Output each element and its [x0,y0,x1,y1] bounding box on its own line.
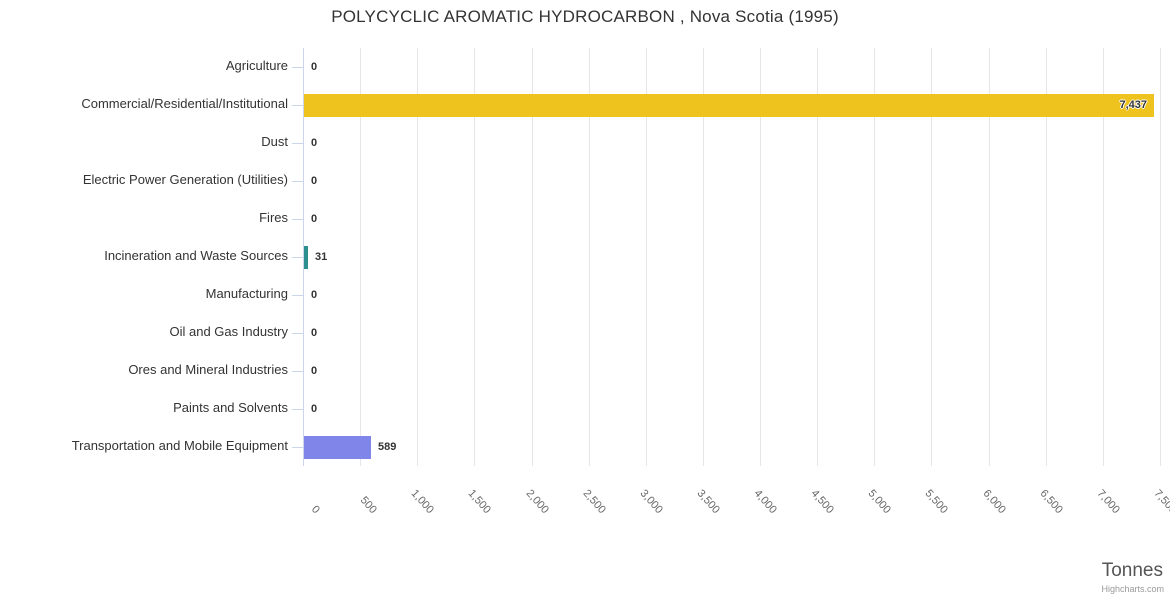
category-label: Fires [259,210,288,225]
category-tick [292,143,303,144]
category-tick [292,105,303,106]
data-label: 0 [311,289,318,301]
category-label: Dust [261,134,288,149]
x-axis-tick-label: 2,500 [580,487,608,516]
bar-incineration-and-waste-sources[interactable] [304,246,308,269]
x-axis-tick-label: 7,000 [1094,487,1122,516]
category-tick [292,371,303,372]
category-label: Transportation and Mobile Equipment [71,438,288,453]
x-axis-tick-label: 5,000 [865,487,893,516]
x-axis-tick-label: 1,500 [465,487,493,516]
x-axis-tick-label: 500 [357,494,379,516]
gridline [646,48,647,466]
gridline [817,48,818,466]
category-tick [292,447,303,448]
gridline [760,48,761,466]
data-label: 0 [311,175,318,187]
gridline [360,48,361,466]
category-label: Commercial/Residential/Institutional [81,96,288,111]
data-label: 0 [311,61,318,73]
data-label: 7,437 [1119,99,1147,111]
x-axis-tick-label: 3,000 [637,487,665,516]
data-label: 0 [311,403,318,415]
category-tick [292,67,303,68]
gridline [1103,48,1104,466]
bar-commercial-residential-institutional[interactable] [304,94,1154,117]
data-label: 589 [378,441,397,453]
category-tick [292,181,303,182]
data-label: 0 [311,327,318,339]
x-axis-tick-label: 6,000 [980,487,1008,516]
gridline [532,48,533,466]
bar-transportation-and-mobile-equipment[interactable] [304,436,371,459]
gridline [989,48,990,466]
chart-title: POLYCYCLIC AROMATIC HYDROCARBON , Nova S… [331,7,839,26]
gridline [1046,48,1047,466]
category-label: Electric Power Generation (Utilities) [82,172,288,187]
gridline [474,48,475,466]
data-label: 0 [311,365,318,377]
category-tick [292,409,303,410]
category-tick [292,219,303,220]
gridline [589,48,590,466]
x-axis-tick-label: 7,500 [1151,487,1170,516]
gridline [874,48,875,466]
x-axis-tick-label: 1,000 [408,487,436,516]
category-label: Manufacturing [205,286,288,301]
category-axis-line [303,48,304,466]
x-axis-tick-label: 4,000 [751,487,779,516]
x-axis-tick-label: 2,000 [523,487,551,516]
category-tick [292,295,303,296]
gridline [1160,48,1161,466]
category-label: Oil and Gas Industry [169,324,289,339]
data-label: 0 [311,137,318,149]
category-tick [292,257,303,258]
x-axis-tick-label: 3,500 [694,487,722,516]
category-tick [292,333,303,334]
x-axis-tick-label: 4,500 [808,487,836,516]
gridline [417,48,418,466]
gridline [703,48,704,466]
category-label: Paints and Solvents [173,400,288,415]
category-label: Agriculture [225,58,288,73]
x-axis-tick-label: 5,500 [922,487,950,516]
data-label: 31 [315,251,328,263]
category-label: Incineration and Waste Sources [104,248,288,263]
x-axis-tick-label: 6,500 [1037,487,1065,516]
x-axis-title: Tonnes [1101,560,1163,581]
x-axis-tick-label: 0 [308,503,322,516]
gridline [931,48,932,466]
category-label: Ores and Mineral Industries [128,362,288,377]
data-label: 0 [311,213,318,225]
highcharts-credit[interactable]: Highcharts.com [1101,584,1164,594]
